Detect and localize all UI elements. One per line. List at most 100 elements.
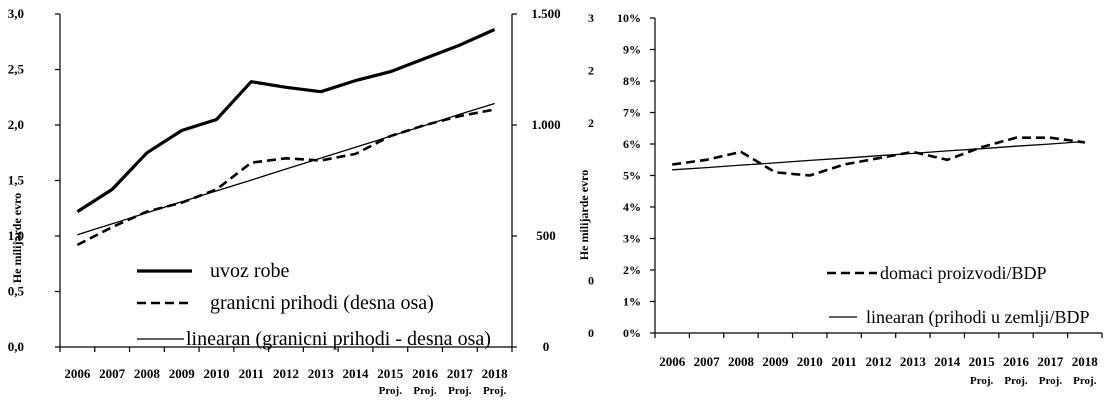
y-tick-label: 10% — [617, 11, 641, 25]
x-tick-label: 2016 — [1003, 354, 1030, 369]
x-tick-label: 2011 — [239, 366, 264, 381]
data-point-uvoz-robe — [388, 69, 393, 74]
data-point-linearan-granicni-prihodi-desna-osa — [353, 145, 358, 150]
y-tick-label: 0% — [623, 326, 641, 340]
data-point-linearan-prihodi-u-zemlji-bdp — [979, 146, 984, 151]
data-point-granicni-prihodi-desna-osa — [353, 151, 358, 156]
x-tick-label: 2008 — [134, 366, 161, 381]
data-point-linearan-prihodi-u-zemlji-bdp — [1014, 144, 1019, 149]
y2-tick-label: 500 — [536, 228, 556, 243]
x-tick-label: 2012 — [273, 366, 299, 381]
data-point-linearan-prihodi-u-zemlji-bdp — [773, 160, 778, 165]
data-point-uvoz-robe — [284, 85, 289, 90]
data-point-linearan-granicni-prihodi-desna-osa — [318, 156, 323, 161]
data-point-linearan-granicni-prihodi-desna-osa — [423, 123, 428, 128]
legend-label: linearan (granicni prihodi - desna osa) — [186, 328, 491, 350]
x-tick-label: 2017 — [447, 366, 474, 381]
x-tick-label: 2016 — [412, 366, 439, 381]
data-point-linearan-prihodi-u-zemlji-bdp — [910, 151, 915, 156]
y2-tick-label: 1.000 — [531, 117, 560, 132]
data-point-linearan-prihodi-u-zemlji-bdp — [842, 156, 847, 161]
data-point-domaci-proizvodi-bdp — [945, 157, 950, 162]
x-tick-label: 2013 — [900, 354, 927, 369]
data-point-linearan-prihodi-u-zemlji-bdp — [945, 148, 950, 153]
data-point-uvoz-robe — [214, 117, 219, 122]
data-point-granicni-prihodi-desna-osa — [75, 242, 80, 247]
y2-tick-label: 0 — [543, 339, 550, 354]
x-tick-label: 2018 — [1072, 354, 1099, 369]
x-tick-label: 2009 — [169, 366, 196, 381]
y-axis-title: He milijarde evro — [577, 170, 591, 260]
y-tick-label: 2,0 — [8, 117, 24, 132]
data-point-domaci-proizvodi-bdp — [842, 162, 847, 167]
data-point-linearan-prihodi-u-zemlji-bdp — [807, 158, 812, 163]
y-tick-label: 7% — [623, 106, 641, 120]
data-point-linearan-prihodi-u-zemlji-bdp — [739, 163, 744, 168]
x-tick-label: 2013 — [308, 366, 335, 381]
x-tick-label: 2012 — [866, 354, 892, 369]
data-point-domaci-proizvodi-bdp — [670, 162, 675, 167]
data-point-domaci-proizvodi-bdp — [807, 173, 812, 178]
outer-y-tick-label: 0 — [588, 326, 594, 340]
y-tick-label: 0,0 — [8, 339, 24, 354]
x-tick-label: 2015 — [969, 354, 996, 369]
y-tick-label: 9% — [623, 43, 641, 57]
y-tick-label: 1,5 — [8, 173, 25, 188]
data-point-linearan-granicni-prihodi-desna-osa — [284, 167, 289, 172]
data-point-uvoz-robe — [457, 43, 462, 48]
data-point-uvoz-robe — [492, 27, 497, 32]
data-point-linearan-prihodi-u-zemlji-bdp — [876, 153, 881, 158]
y-axis-title: He milijarde evro — [10, 193, 24, 283]
data-point-uvoz-robe — [75, 209, 80, 214]
data-point-linearan-granicni-prihodi-desna-osa — [179, 199, 184, 204]
data-point-domaci-proizvodi-bdp — [1014, 135, 1019, 140]
data-point-uvoz-robe — [353, 78, 358, 83]
y2-tick-label: 1.500 — [531, 6, 560, 21]
data-point-linearan-granicni-prihodi-desna-osa — [492, 101, 497, 106]
y-tick-label: 5% — [623, 169, 641, 183]
x-tick-label: 2008 — [728, 354, 755, 369]
x-tick-label: 2018 — [482, 366, 509, 381]
data-point-domaci-proizvodi-bdp — [704, 157, 709, 162]
data-point-uvoz-robe — [179, 128, 184, 133]
y-tick-label: 2% — [623, 263, 641, 277]
legend-label: domaci proizvodi/BDP — [880, 263, 1046, 283]
chart-domaci-proizvodi-bdp: 0% 1% 2% 3% 4% 5% 6% 7% 8% 9% 10% 0 0 2 2 3 He milijarde… — [577, 11, 1103, 387]
data-point-uvoz-robe — [318, 89, 323, 94]
data-point-linearan-granicni-prihodi-desna-osa — [249, 178, 254, 183]
x-tick-sublabel: Proj. — [379, 385, 403, 397]
y-tick-label: 1,0 — [8, 228, 24, 243]
data-point-linearan-granicni-prihodi-desna-osa — [110, 221, 115, 226]
data-point-uvoz-robe — [144, 150, 149, 155]
data-point-granicni-prihodi-desna-osa — [284, 156, 289, 161]
data-point-linearan-granicni-prihodi-desna-osa — [144, 210, 149, 215]
data-point-linearan-granicni-prihodi-desna-osa — [214, 188, 219, 193]
x-tick-sublabel: Proj. — [413, 385, 437, 397]
x-tick-sublabel: Proj. — [448, 385, 472, 397]
x-tick-label: 2017 — [1037, 354, 1064, 369]
series-line-linearan-prihodi-u-zemlji-bdp — [672, 140, 1085, 171]
y-tick-label: 3% — [623, 232, 641, 246]
x-tick-label: 2010 — [203, 366, 229, 381]
x-tick-label: 2009 — [762, 354, 789, 369]
y-tick-label: 2,5 — [8, 62, 25, 77]
data-point-linearan-prihodi-u-zemlji-bdp — [1048, 142, 1053, 147]
data-point-linearan-granicni-prihodi-desna-osa — [75, 232, 80, 237]
x-tick-label: 2015 — [377, 366, 404, 381]
data-point-granicni-prihodi-desna-osa — [492, 107, 497, 112]
x-tick-label: 2011 — [831, 354, 856, 369]
outer-y-tick-label: 2 — [588, 116, 594, 130]
x-tick-sublabel: Proj. — [970, 375, 994, 387]
x-tick-sublabel: Proj. — [1073, 375, 1097, 387]
data-point-linearan-granicni-prihodi-desna-osa — [457, 112, 462, 117]
series-line-uvoz-robe — [76, 28, 496, 213]
series-line-domaci-proizvodi-bdp — [672, 136, 1085, 177]
data-point-domaci-proizvodi-bdp — [1048, 135, 1053, 140]
legend-label: granicni prihodi (desna osa) — [210, 292, 434, 314]
x-tick-label: 2007 — [99, 366, 126, 381]
x-tick-label: 2014 — [343, 366, 370, 381]
legend-label: linearan (prihodi u zemlji/BDP — [866, 307, 1089, 328]
series-line-granicni-prihodi-desna-osa — [76, 108, 495, 247]
data-point-linearan-prihodi-u-zemlji-bdp — [670, 167, 675, 172]
